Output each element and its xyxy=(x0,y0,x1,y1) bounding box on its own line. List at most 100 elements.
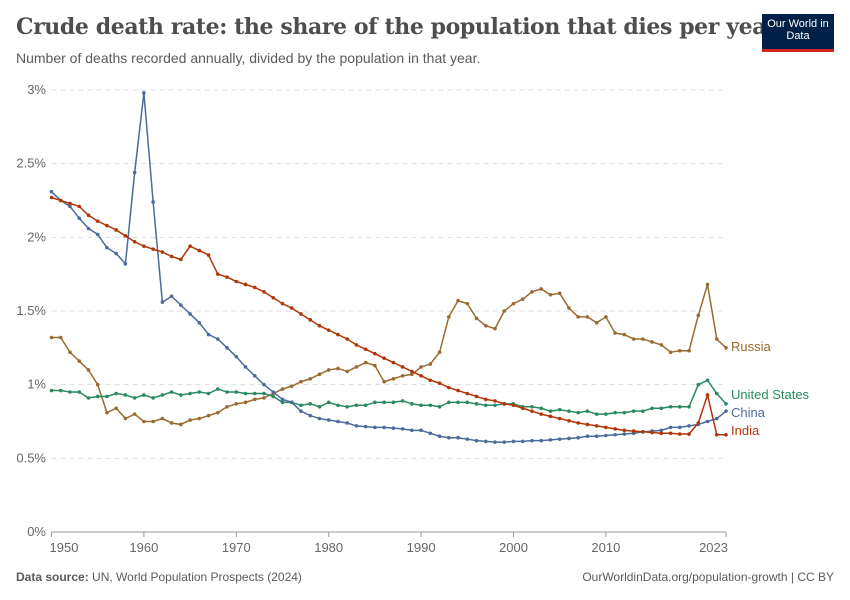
data-point xyxy=(234,354,239,359)
data-point xyxy=(169,254,174,259)
data-point xyxy=(511,403,516,408)
data-point xyxy=(336,403,340,408)
data-point xyxy=(714,416,719,421)
data-point xyxy=(659,343,664,347)
data-point xyxy=(724,402,728,406)
data-point xyxy=(160,393,165,397)
data-point xyxy=(604,433,608,438)
data-point xyxy=(465,400,470,405)
data-point xyxy=(197,248,202,253)
data-point xyxy=(95,382,100,387)
data-point xyxy=(225,275,229,279)
data-point xyxy=(483,439,488,444)
data-point xyxy=(243,282,248,287)
data-point xyxy=(631,429,636,433)
data-point xyxy=(419,428,423,433)
data-point xyxy=(659,428,664,433)
data-point xyxy=(252,285,257,290)
data-point xyxy=(400,399,405,403)
owid-logo[interactable]: Our World in Data xyxy=(762,14,834,52)
data-point xyxy=(493,326,497,331)
data-point xyxy=(179,303,183,307)
data-point xyxy=(151,396,155,400)
data-point xyxy=(336,332,340,337)
data-point xyxy=(391,360,396,365)
data-point xyxy=(594,424,599,428)
series-label: United States xyxy=(731,387,810,402)
data-point xyxy=(437,381,442,385)
data-point xyxy=(169,390,174,394)
data-point xyxy=(188,312,192,316)
data-point xyxy=(123,234,128,238)
data-point xyxy=(419,374,423,378)
data-point xyxy=(354,365,359,369)
data-point xyxy=(604,425,608,430)
data-point xyxy=(243,400,248,405)
y-tick-label: 3% xyxy=(27,82,46,97)
data-point xyxy=(530,404,534,409)
data-point xyxy=(641,337,645,341)
data-point xyxy=(456,435,460,440)
data-point xyxy=(696,313,701,318)
data-point xyxy=(622,428,627,433)
data-point xyxy=(262,396,266,400)
x-tick-label: 1980 xyxy=(314,540,343,555)
data-point xyxy=(197,320,202,325)
data-point xyxy=(557,416,562,421)
data-point xyxy=(132,412,137,416)
data-point xyxy=(530,409,534,413)
data-point xyxy=(650,406,654,411)
data-point xyxy=(336,419,340,424)
data-point xyxy=(567,306,571,310)
data-point xyxy=(58,335,63,340)
data-point xyxy=(400,365,405,369)
y-tick-label: 0% xyxy=(27,524,46,539)
data-point xyxy=(714,337,719,341)
data-point xyxy=(474,438,479,443)
data-point xyxy=(520,439,525,444)
data-point xyxy=(705,378,710,383)
data-point xyxy=(252,374,257,378)
data-point xyxy=(225,404,229,409)
data-point xyxy=(179,257,183,262)
data-point xyxy=(345,337,349,341)
data-point xyxy=(548,292,553,297)
data-point xyxy=(474,402,479,406)
data-point xyxy=(576,315,580,319)
data-point xyxy=(567,436,571,441)
data-point xyxy=(724,432,728,437)
data-point xyxy=(557,291,562,296)
data-point xyxy=(410,402,414,406)
data-point xyxy=(465,437,470,441)
data-point xyxy=(188,418,192,422)
data-point xyxy=(308,318,313,322)
data-point xyxy=(95,219,100,223)
data-point xyxy=(687,404,691,409)
x-tick-label: 2000 xyxy=(499,540,528,555)
data-point xyxy=(530,438,534,443)
data-point xyxy=(169,294,174,299)
footer-link[interactable]: OurWorldinData.org/population-growth | C… xyxy=(582,570,834,584)
data-point xyxy=(363,424,368,429)
data-point xyxy=(567,418,571,423)
data-point xyxy=(502,440,507,444)
data-point xyxy=(58,388,63,393)
data-point xyxy=(317,404,322,409)
data-point xyxy=(317,323,322,328)
data-point xyxy=(216,272,220,276)
data-point xyxy=(336,366,340,371)
data-point xyxy=(530,290,534,294)
data-point xyxy=(114,228,118,232)
data-point xyxy=(511,301,516,306)
data-point xyxy=(216,387,220,391)
data-point xyxy=(659,406,664,411)
data-point xyxy=(354,343,359,347)
data-point xyxy=(363,403,368,408)
data-point xyxy=(345,404,349,409)
data-point xyxy=(114,251,118,256)
data-point xyxy=(465,301,470,306)
data-point xyxy=(641,409,645,413)
data-point xyxy=(613,427,617,431)
data-point xyxy=(169,421,174,425)
